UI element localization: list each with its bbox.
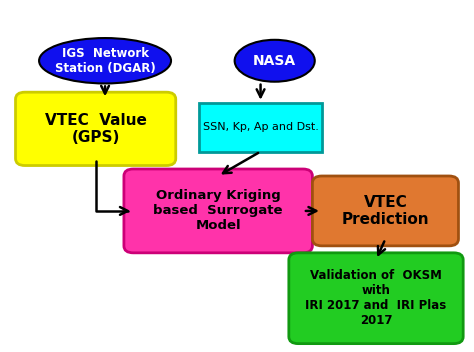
Text: NASA: NASA [253,54,296,68]
Text: SSN, Kp, Ap and Dst.: SSN, Kp, Ap and Dst. [202,122,319,132]
FancyBboxPatch shape [124,169,312,253]
FancyBboxPatch shape [312,176,458,246]
Text: IGS  Network
Station (DGAR): IGS Network Station (DGAR) [55,47,155,75]
Text: VTEC
Prediction: VTEC Prediction [342,195,429,227]
FancyBboxPatch shape [16,92,176,165]
FancyBboxPatch shape [289,253,463,344]
Text: Ordinary Kriging
based  Surrogate
Model: Ordinary Kriging based Surrogate Model [154,189,283,232]
Ellipse shape [235,40,315,82]
Ellipse shape [39,38,171,83]
Text: Validation of  OKSM
with
IRI 2017 and  IRI Plas
2017: Validation of OKSM with IRI 2017 and IRI… [305,269,447,327]
FancyBboxPatch shape [199,103,322,152]
Text: VTEC  Value
(GPS): VTEC Value (GPS) [45,113,146,145]
